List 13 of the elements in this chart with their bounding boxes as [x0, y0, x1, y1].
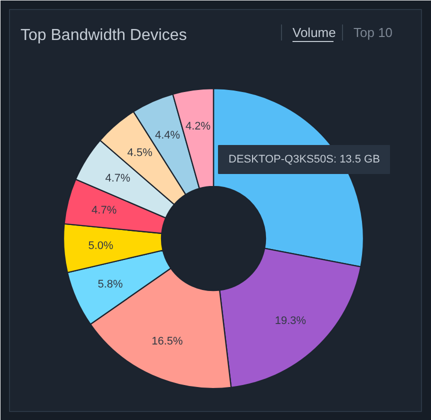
- data-label: 4.7%: [105, 172, 130, 185]
- data-label: 19.3%: [274, 315, 306, 328]
- text: Top 10: [354, 25, 393, 40]
- data-label: 5.0%: [88, 240, 114, 252]
- data-label: 4.2%: [185, 120, 211, 133]
- data-label: 4.5%: [127, 146, 153, 159]
- data-label: 5.8%: [98, 278, 124, 290]
- text: DESKTOP-Q3KS50S: 13.5 GB: [228, 154, 380, 166]
- chart-title: Top Bandwidth Devices: [20, 27, 187, 44]
- data-label: 16.5%: [152, 336, 184, 348]
- data-label: 4.4%: [155, 129, 180, 142]
- data-label: 4.7%: [92, 204, 117, 216]
- text: Volume: [292, 25, 336, 40]
